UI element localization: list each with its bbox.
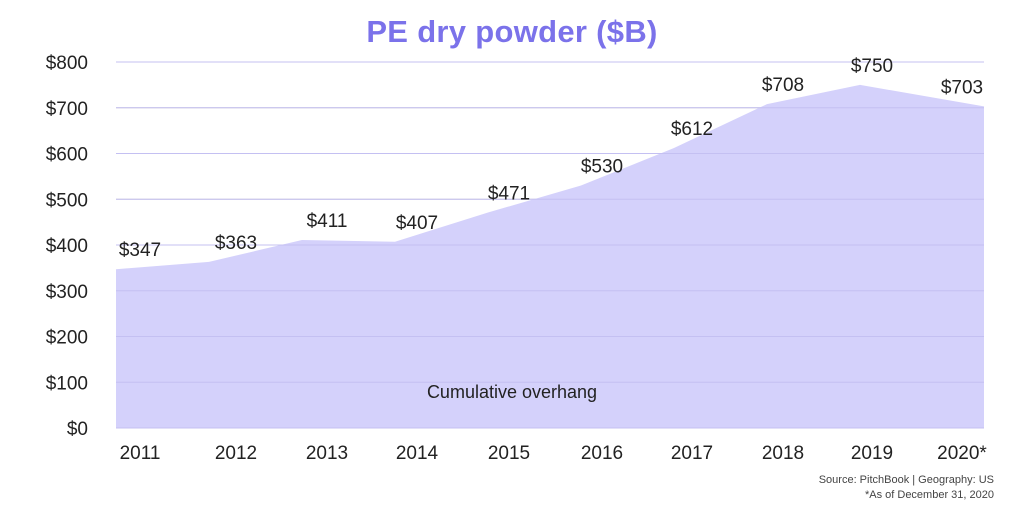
data-label: $530	[581, 157, 623, 178]
x-tick-label: 2017	[671, 443, 713, 464]
y-tick-label: $800	[46, 53, 88, 74]
x-tick-label: 2012	[215, 443, 257, 464]
cumulative-overhang-annotation: Cumulative overhang	[427, 382, 597, 402]
data-labels: $347 $363 $411 $407 $471 $530 $612 $708 $750 $703	[119, 56, 983, 261]
data-label: $407	[396, 213, 438, 234]
chart-title: PE dry powder ($B)	[366, 14, 658, 49]
date-footnote: *As of December 31, 2020	[864, 489, 994, 501]
y-tick-label: $500	[46, 190, 88, 211]
data-label: $471	[488, 184, 530, 205]
y-axis-tick-labels: $0 $100 $200 $300 $400 $500 $600 $700 $800	[46, 53, 88, 440]
y-tick-label: $400	[46, 236, 88, 257]
x-tick-label: 2019	[851, 443, 893, 464]
data-label: $363	[215, 233, 257, 254]
data-label: $703	[941, 77, 983, 98]
y-tick-label: $0	[67, 419, 88, 440]
data-label: $411	[307, 211, 348, 232]
x-tick-label: 2016	[581, 443, 623, 464]
area-series	[115, 61, 985, 429]
x-tick-label: 2020*	[937, 443, 987, 464]
data-label: $612	[671, 119, 713, 140]
x-tick-label: 2013	[306, 443, 348, 464]
x-axis-tick-labels: 2011 2012 2013 2014 2015 2016 2017 2018 2019 2020…	[120, 443, 988, 464]
data-label: $347	[119, 240, 161, 261]
data-label: $750	[851, 56, 893, 77]
x-tick-label: 2015	[488, 443, 530, 464]
y-tick-label: $100	[46, 373, 88, 394]
x-tick-label: 2018	[762, 443, 804, 464]
source-note: Source: PitchBook | Geography: US	[818, 474, 994, 486]
y-tick-label: $200	[46, 328, 88, 349]
x-tick-label: 2011	[120, 443, 161, 464]
y-tick-label: $300	[46, 282, 88, 303]
x-tick-label: 2014	[396, 443, 439, 464]
data-label: $708	[762, 75, 804, 96]
area-fill	[116, 84, 984, 428]
y-tick-label: $600	[46, 145, 88, 166]
y-tick-label: $700	[46, 99, 88, 120]
